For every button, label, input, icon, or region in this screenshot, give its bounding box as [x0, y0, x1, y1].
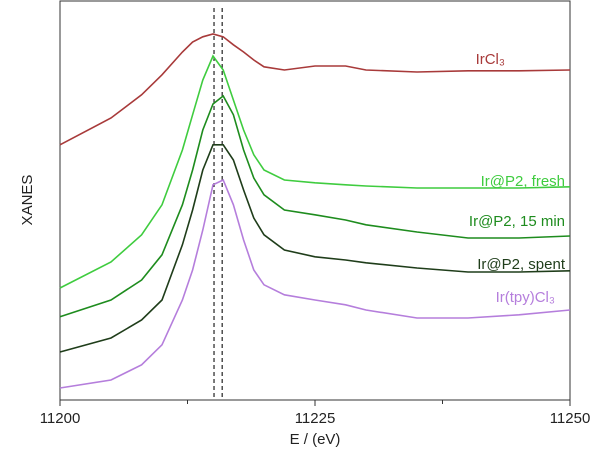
- series-label: Ir@P2, 15 min: [469, 213, 565, 230]
- series-label: Ir@P2, spent: [477, 256, 566, 273]
- series-line: [59, 54, 571, 289]
- series-line: [59, 94, 571, 318]
- series-line: [59, 144, 571, 353]
- y-axis-label: XANES: [19, 175, 36, 226]
- x-tick-label: 11225: [295, 410, 336, 427]
- series-label: Ir@P2, fresh: [481, 173, 565, 190]
- x-tick-label: 11200: [40, 410, 81, 427]
- x-tick-label: 11250: [550, 410, 590, 427]
- series-line: [59, 33, 571, 146]
- series-label: IrCl₃: [476, 51, 505, 68]
- x-axis-label: E / (eV): [290, 431, 341, 448]
- series-line: [59, 178, 571, 389]
- series-label: Ir(tpy)Cl₃: [496, 289, 555, 306]
